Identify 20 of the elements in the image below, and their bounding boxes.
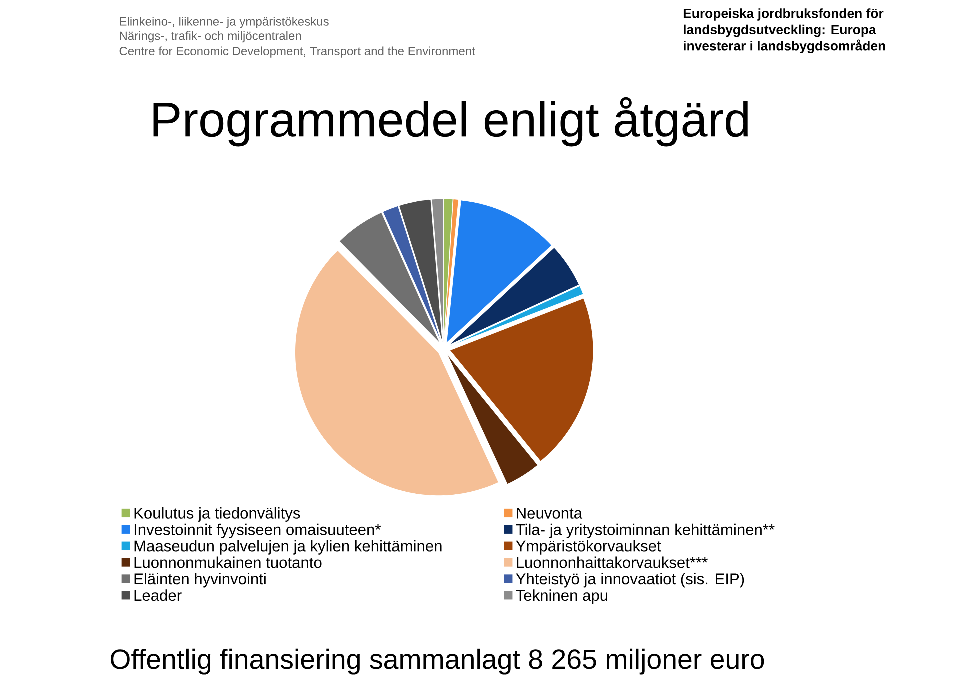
- legend-label: Leader: [134, 590, 182, 602]
- legend-label: Maaseudun palvelujen ja kylien kehittäminen: [134, 540, 442, 556]
- text: landsbygdsutveckling: Europa: [684, 25, 876, 38]
- legend-label: Luonnonhaittakorvaukset***: [517, 556, 708, 568]
- legend-label: Eläinten hyvinvointi: [134, 573, 266, 588]
- text: investerar i landsbygdsområden: [684, 40, 886, 54]
- legend-label: Luonnonmukainen tuotanto: [134, 556, 322, 568]
- legend-label: Yhteistyö ja innovaatiot (sis. EIP): [516, 573, 744, 588]
- text: Närings-, trafik- och miljöcentralen: [120, 32, 302, 43]
- legend-label: Neuvonta: [517, 508, 583, 520]
- legend-label: Koulutus ja tiedonvälitys: [134, 508, 300, 522]
- legend-label: Investoinnit fyysiseen omaisuuteen*: [134, 524, 382, 539]
- legend-label: Tila- ja yritystoiminnan kehittäminen**: [516, 524, 775, 539]
- text: Europeiska jordbruksfonden för: [684, 8, 884, 22]
- chart-title: Programmedel enligt åtgärd: [154, 98, 748, 147]
- legend-label: Tekninen apu: [516, 590, 608, 604]
- legend-label: Ympäristökorvaukset: [516, 540, 662, 556]
- text: Offentlig finansiering sammanlagt 8 265 miljoner euro: [110, 649, 764, 675]
- text: Elinkeino-, liikenne- ja ympäristökeskus: [120, 17, 329, 28]
- text: Centre for Economic Development, Transport and the Environment: [120, 46, 476, 58]
